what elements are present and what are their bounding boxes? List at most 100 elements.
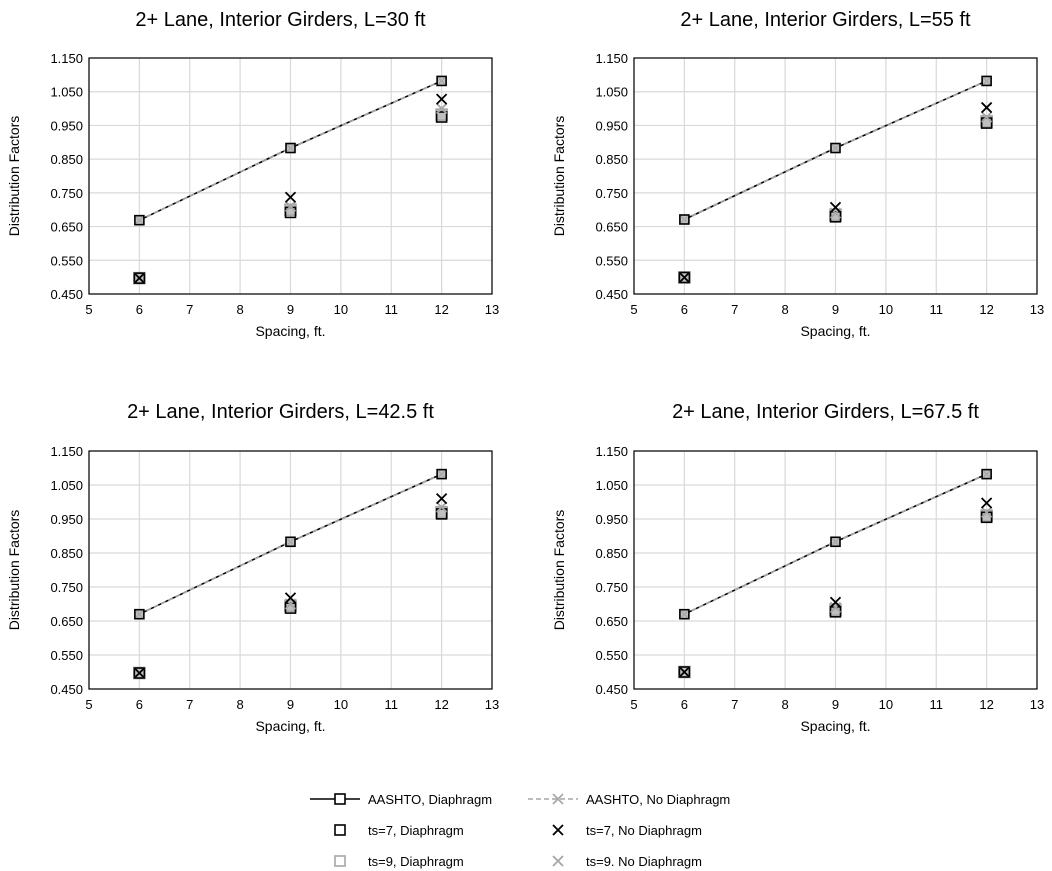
- chart-title: 2+ Lane, Interior Girders, L=55 ft: [680, 9, 971, 31]
- point-ts9-no-diaphragm: [435, 501, 448, 513]
- legend-label: ts=7, No Diaphragm: [586, 823, 702, 838]
- x-tick-label: 8: [782, 697, 789, 712]
- y-tick-label: 0.550: [595, 648, 628, 663]
- point-ts7-diaphragm: [678, 271, 691, 284]
- y-tick-label: 1.150: [595, 51, 628, 66]
- y-tick-label: 0.650: [50, 220, 83, 235]
- x-tick-label: 7: [731, 302, 738, 317]
- point-aashto-no-diaphragm: [983, 470, 991, 478]
- point-ts9-no-diaphragm: [284, 200, 297, 212]
- y-tick-label: 1.150: [595, 444, 628, 459]
- point-aashto-no-diaphragm: [135, 610, 143, 618]
- y-tick-label: 0.950: [50, 512, 83, 527]
- point-ts7-no-diaphragm: [284, 191, 297, 203]
- chart-panel: 2+ Lane, Interior Girders, L=55 ft 5 6 7 8 9 1…: [551, 9, 1044, 339]
- y-tick-label: 0.650: [595, 220, 628, 235]
- y-tick-label: 1.150: [50, 444, 83, 459]
- legend-item: ts=9. No Diaphragm: [552, 854, 702, 869]
- y-axis-label: Distribution Factors: [6, 116, 22, 237]
- x-tick-label: 12: [434, 302, 448, 317]
- plot-area-frame: [88, 450, 493, 690]
- y-tick-label: 0.950: [50, 118, 83, 133]
- x-tick-label: 10: [879, 302, 893, 317]
- x-tick-label: 9: [287, 302, 294, 317]
- y-tick-label: 0.450: [50, 287, 83, 302]
- point-aashto-no-diaphragm: [983, 77, 991, 85]
- y-tick-label: 1.050: [595, 85, 628, 100]
- point-ts9-no-diaphragm: [829, 601, 842, 614]
- legend-x-marker: [552, 824, 564, 836]
- x-tick-label: 9: [832, 302, 839, 317]
- x-tick-label: 11: [930, 697, 944, 712]
- x-tick-label: 9: [832, 697, 839, 712]
- x-tick-label: 13: [1030, 302, 1044, 317]
- x-tick-label: 13: [485, 302, 499, 317]
- y-tick-label: 0.750: [50, 580, 83, 595]
- point-aashto-no-diaphragm: [680, 216, 688, 223]
- x-axis-label: Spacing, ft.: [800, 323, 870, 339]
- x-tick-label: 7: [186, 697, 193, 712]
- point-ts7-no-diaphragm: [435, 93, 448, 105]
- y-tick-label: 0.850: [595, 152, 628, 167]
- x-tick-label: 11: [930, 302, 944, 317]
- point-ts7-no-diaphragm: [133, 667, 146, 679]
- legend-square-marker: [334, 824, 346, 836]
- point-aashto-no-diaphragm: [438, 77, 446, 85]
- y-tick-label: 0.550: [50, 253, 83, 268]
- chart-title: 2+ Lane, Interior Girders, L=67.5 ft: [672, 401, 979, 423]
- y-tick-label: 0.950: [595, 118, 628, 133]
- x-tick-label: 5: [630, 697, 637, 712]
- legend-square-marker: [334, 855, 346, 867]
- legend-item: ts=7, No Diaphragm: [552, 823, 702, 838]
- point-ts9-no-diaphragm: [980, 506, 993, 518]
- point-ts7-no-diaphragm: [980, 101, 993, 114]
- y-tick-label: 0.750: [595, 186, 628, 201]
- y-tick-label: 0.750: [50, 186, 83, 201]
- x-axis-label: Spacing, ft.: [800, 718, 870, 734]
- chart-panel: 2+ Lane, Interior Girders, L=42.5 ft 5 6 7 8…: [6, 401, 499, 734]
- x-tick-label: 11: [385, 302, 399, 317]
- point-ts7-no-diaphragm: [980, 497, 993, 509]
- legend-label: AASHTO, Diaphragm: [368, 792, 492, 807]
- x-tick-label: 7: [731, 697, 738, 712]
- x-tick-label: 5: [85, 697, 92, 712]
- point-ts7-diaphragm: [133, 667, 146, 679]
- line-square-marker-icon: [310, 793, 360, 805]
- x-tick-label: 6: [136, 302, 143, 317]
- y-tick-label: 1.050: [50, 85, 83, 100]
- point-aashto-no-diaphragm: [680, 610, 688, 618]
- y-tick-label: 0.650: [50, 614, 83, 629]
- legend-item: ts=9, Diaphragm: [334, 854, 464, 869]
- plot-area-frame: [633, 450, 1038, 690]
- point-aashto-no-diaphragm: [135, 216, 143, 224]
- y-tick-label: 0.550: [595, 253, 628, 268]
- legend-item: AASHTO, Diaphragm: [310, 792, 492, 807]
- point-ts7-diaphragm: [435, 111, 448, 123]
- x-tick-label: 12: [979, 697, 993, 712]
- point-ts7-no-diaphragm: [678, 666, 691, 678]
- y-tick-label: 0.850: [50, 152, 83, 167]
- y-tick-label: 0.950: [595, 512, 628, 527]
- x-tick-label: 5: [630, 302, 637, 317]
- point-ts9-no-diaphragm: [980, 111, 993, 123]
- x-marker-icon: [552, 824, 564, 836]
- legend-label: ts=7, Diaphragm: [368, 823, 464, 838]
- x-tick-label: 8: [237, 302, 244, 317]
- y-tick-label: 1.050: [50, 478, 83, 493]
- point-aashto-no-diaphragm: [438, 470, 446, 478]
- x-tick-label: 5: [85, 302, 92, 317]
- x-tick-label: 6: [681, 697, 688, 712]
- point-aashto-no-diaphragm: [287, 144, 294, 152]
- square-marker-icon: [334, 855, 346, 867]
- y-tick-label: 0.650: [595, 614, 628, 629]
- legend-x-marker: [552, 855, 564, 867]
- point-aashto-no-diaphragm: [832, 538, 839, 546]
- x-tick-label: 8: [237, 697, 244, 712]
- legend-label: AASHTO, No Diaphragm: [586, 792, 730, 807]
- point-ts9-diaphragm: [435, 108, 448, 121]
- charts-figure: 2+ Lane, Interior Girders, L=30 ft 5 6 7 8 9 1…: [6, 9, 1044, 734]
- x-axis-label: Spacing, ft.: [255, 323, 325, 339]
- x-tick-label: 10: [879, 697, 893, 712]
- y-tick-label: 0.450: [50, 682, 83, 697]
- point-ts7-no-diaphragm: [678, 271, 691, 284]
